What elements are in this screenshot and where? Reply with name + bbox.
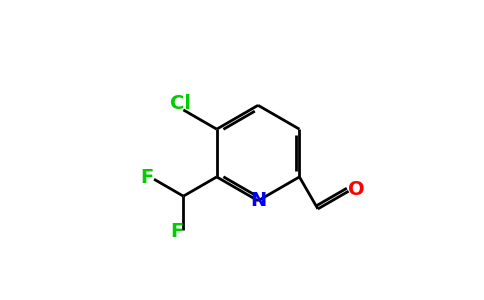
Text: F: F [170, 222, 183, 241]
Text: F: F [140, 168, 154, 187]
Text: O: O [348, 180, 364, 199]
Text: Cl: Cl [170, 94, 191, 113]
Text: N: N [250, 191, 266, 210]
